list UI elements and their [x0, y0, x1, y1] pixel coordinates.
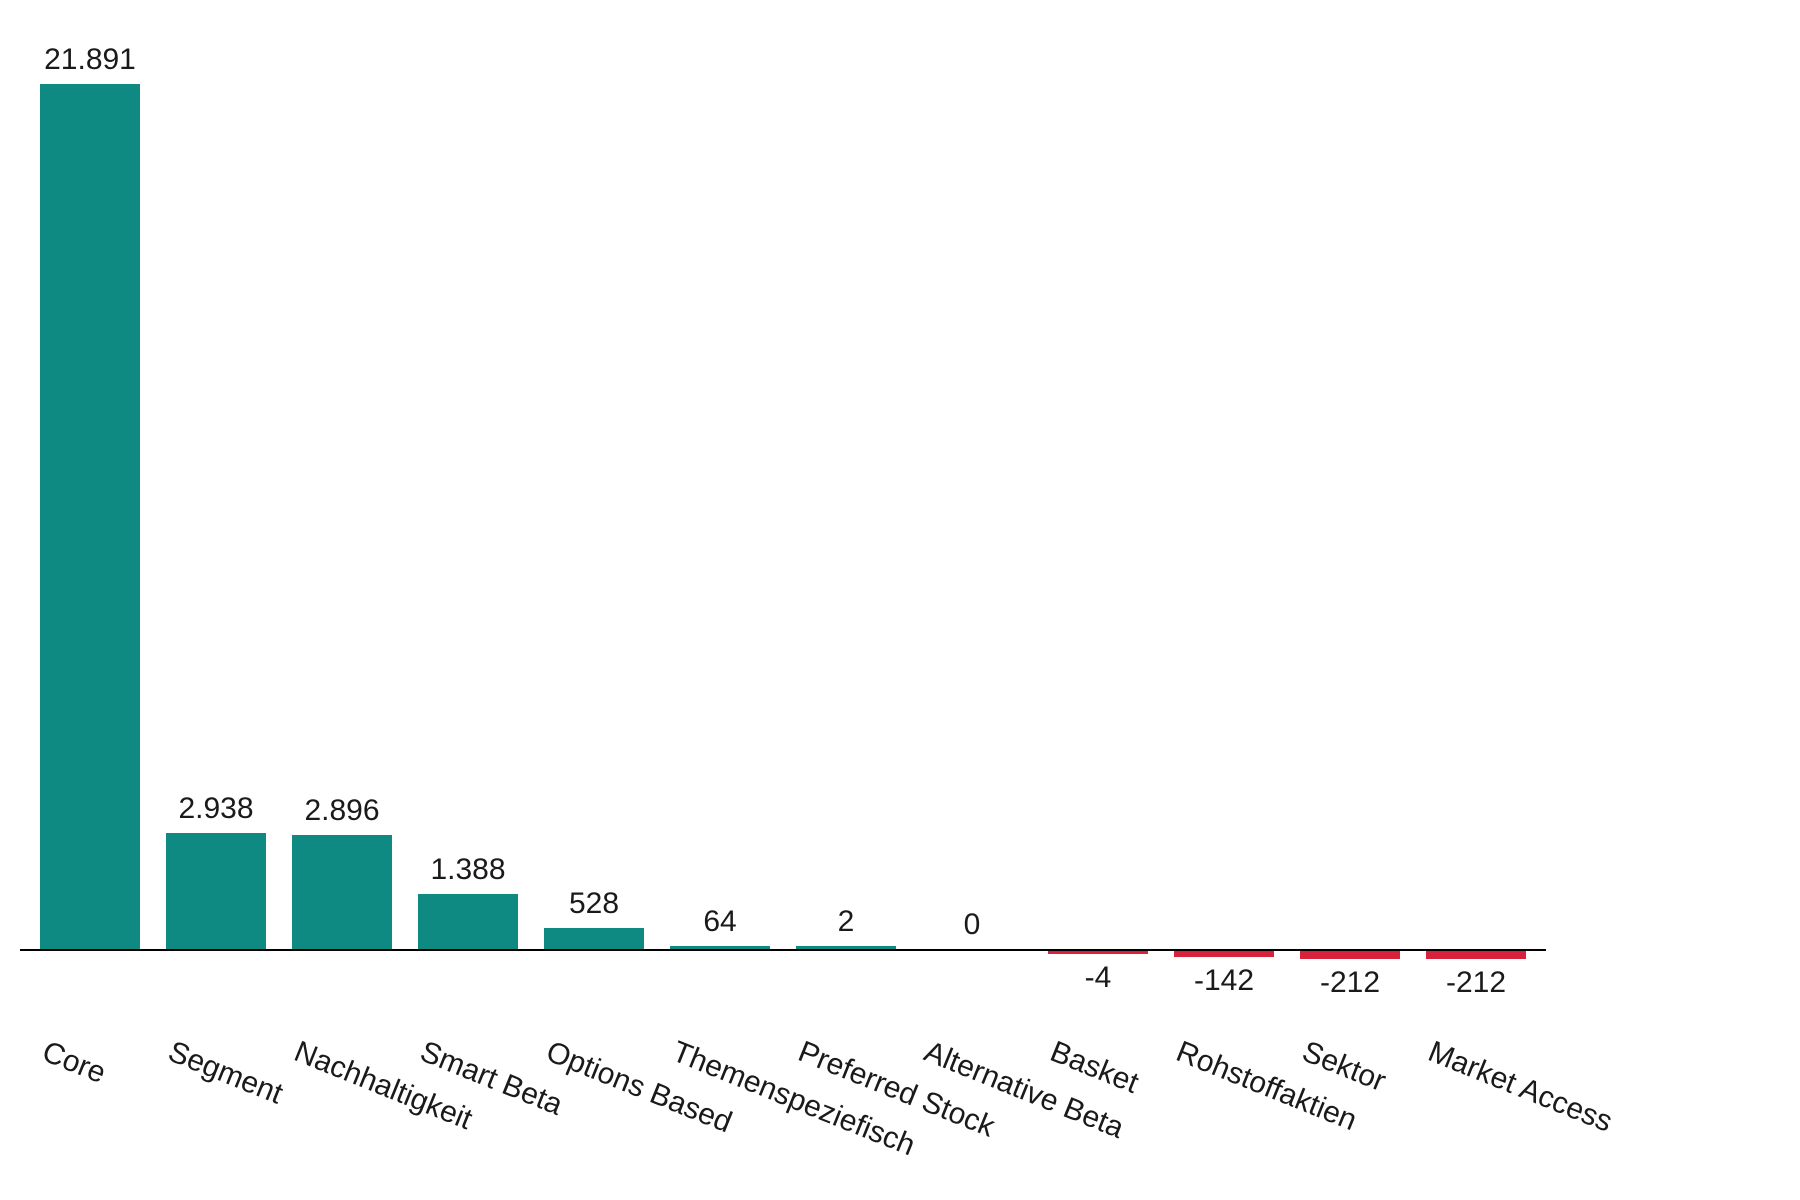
bar — [1426, 951, 1526, 959]
bar — [292, 835, 392, 949]
bar — [796, 946, 896, 949]
value-label: 21.891 — [10, 43, 170, 77]
bar-chart: 21.891Core2.938Segment2.896Nachhaltigkei… — [0, 0, 1800, 1200]
bar — [166, 833, 266, 949]
bar — [1174, 951, 1274, 957]
value-label: -212 — [1396, 966, 1556, 1000]
value-label: 2.896 — [262, 794, 422, 828]
bar — [670, 946, 770, 949]
bar — [1300, 951, 1400, 959]
bar — [544, 928, 644, 949]
bar — [40, 84, 140, 949]
category-label: Segment — [163, 1035, 287, 1112]
value-label: 1.388 — [388, 853, 548, 887]
bar — [1048, 951, 1148, 954]
category-label: Market Access — [1423, 1035, 1617, 1140]
bar — [418, 894, 518, 949]
category-label: Core — [37, 1035, 110, 1091]
value-label: 0 — [892, 908, 1052, 942]
